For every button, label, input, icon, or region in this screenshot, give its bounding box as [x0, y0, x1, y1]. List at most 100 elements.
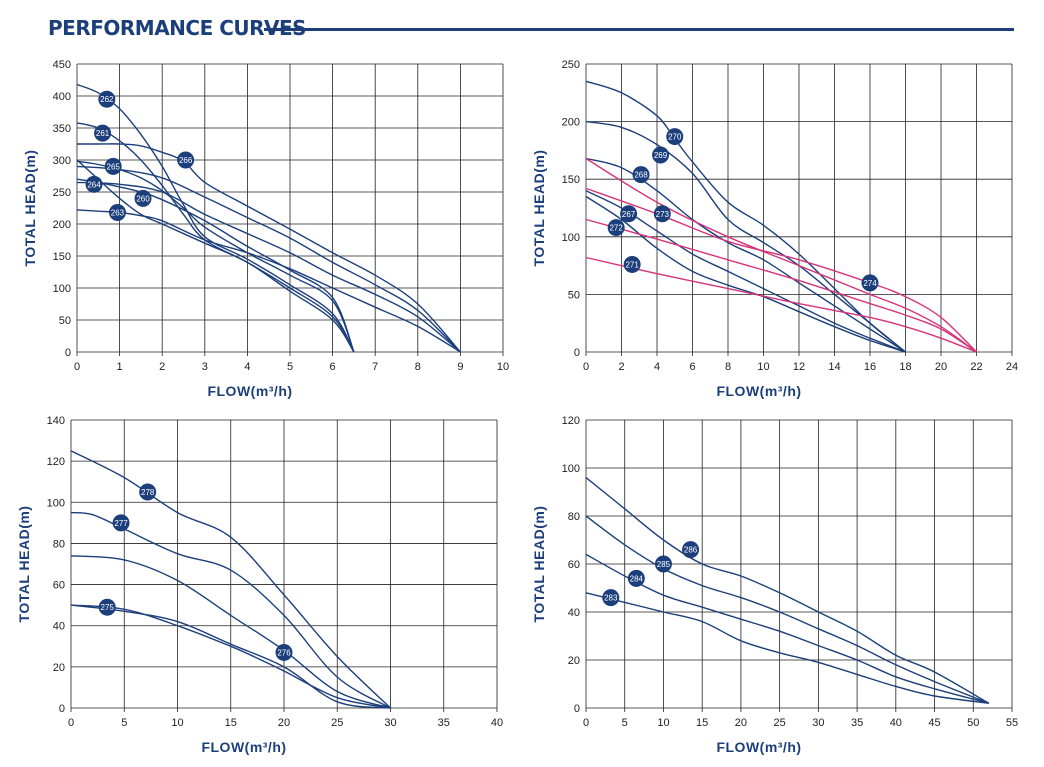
series-badge [602, 589, 620, 607]
x-tick-label: 22 [970, 361, 982, 373]
chart-3: 0 5 10 15 20 25 30 35 40 45 50 55 0 20 40 60 80 100 120 FLO… [531, 415, 1018, 755]
series-badge-label: 274 [863, 279, 877, 288]
series-badge [108, 203, 126, 221]
x-axis-label: FLOW(m³/h) [716, 739, 801, 755]
x-tick-label: 0 [74, 361, 80, 373]
page-title: PERFORMANCE CURVES [48, 16, 307, 40]
series-line [585, 592, 989, 704]
x-tick-label: 10 [171, 717, 183, 729]
series-line [585, 477, 990, 704]
series-badge [177, 151, 195, 169]
series-badge-label: 269 [654, 151, 668, 160]
y-tick-label: 300 [53, 155, 71, 167]
series-line [585, 553, 989, 704]
series-line [70, 511, 391, 709]
x-axis-label: FLOW(m³/h) [716, 383, 801, 399]
series-line [585, 157, 977, 353]
series-badge-label: 275 [101, 603, 115, 612]
series-badge [666, 128, 684, 146]
y-axis-label: TOTAL HEAD(m) [531, 150, 547, 267]
series-line [76, 160, 355, 353]
series-badge-label: 286 [684, 546, 698, 555]
y-axis-label: TOTAL HEAD(m) [531, 506, 547, 623]
x-tick-label: 30 [384, 717, 396, 729]
x-tick-label: 8 [725, 361, 731, 373]
chart-1: 0 2 4 6 8 10 12 14 16 18 20 22 24050100150200250FLOW… [531, 59, 1018, 399]
y-tick-label: 0 [574, 703, 580, 715]
x-tick-label: 15 [225, 717, 237, 729]
y-tick-label: 150 [53, 251, 71, 263]
series-line [70, 450, 391, 709]
y-tick-label: 50 [568, 289, 580, 301]
x-tick-label: 9 [457, 361, 463, 373]
chart-2: 0 5 10 15 20 25 30 35 40 0 20 40 60 80 100 120 140 FLOW(m… [16, 415, 503, 755]
series-line [585, 80, 906, 353]
x-tick-label: 50 [967, 717, 979, 729]
y-tick-label: 60 [53, 580, 65, 592]
series-badge [94, 124, 112, 142]
series-badge-label: 272 [609, 224, 623, 233]
x-tick-label: 4 [654, 361, 660, 373]
series-badge [134, 189, 152, 207]
y-tick-label: 40 [568, 607, 580, 619]
series-badge-label: 285 [657, 560, 671, 569]
x-tick-label: 15 [696, 717, 708, 729]
series-badge [104, 157, 122, 175]
x-tick-label: 4 [244, 361, 250, 373]
x-tick-label: 12 [793, 361, 805, 373]
series-badge-label: 266 [179, 156, 193, 165]
series-line [585, 256, 977, 353]
series-line [585, 157, 906, 353]
series-badge [607, 219, 625, 237]
series-badge [861, 274, 879, 292]
series-line [585, 515, 990, 704]
y-tick-label: 20 [53, 662, 65, 674]
series-badge [98, 598, 116, 616]
x-tick-label: 3 [202, 361, 208, 373]
series-badge-label: 283 [604, 594, 618, 603]
y-tick-label: 200 [562, 117, 580, 129]
y-tick-label: 150 [562, 174, 580, 186]
title-rule [264, 28, 1014, 31]
x-tick-label: 55 [1006, 717, 1018, 729]
series-line [76, 159, 355, 353]
x-tick-label: 1 [117, 361, 123, 373]
series-badge [98, 90, 116, 108]
x-tick-label: 40 [890, 717, 902, 729]
series-badge-label: 273 [656, 210, 670, 219]
y-tick-label: 350 [53, 123, 71, 135]
x-tick-label: 0 [583, 717, 589, 729]
y-tick-label: 100 [47, 497, 65, 509]
series-line [76, 165, 461, 353]
y-tick-label: 60 [568, 559, 580, 571]
y-tick-label: 50 [59, 315, 71, 327]
series-line [77, 143, 461, 353]
series-line [76, 181, 461, 353]
series-line [70, 604, 391, 709]
x-tick-label: 35 [851, 717, 863, 729]
x-tick-label: 20 [935, 361, 947, 373]
y-tick-label: 40 [53, 621, 65, 633]
y-tick-label: 250 [562, 59, 580, 71]
series-badge-label: 268 [634, 171, 648, 180]
series-badge [139, 483, 157, 501]
y-tick-label: 0 [59, 703, 65, 715]
chart-0: 0 1 2 3 4 5 6 7 8 9 10050100150200250300350400450F… [22, 59, 509, 399]
y-tick-label: 400 [53, 91, 71, 103]
y-tick-label: 20 [568, 655, 580, 667]
series-badge [620, 205, 638, 223]
y-tick-label: 120 [47, 456, 65, 468]
x-axis-label: FLOW(m³/h) [201, 739, 286, 755]
series-badge [85, 175, 103, 193]
series-line [585, 218, 977, 353]
x-tick-label: 20 [278, 717, 290, 729]
x-tick-label: 6 [330, 361, 336, 373]
x-tick-label: 25 [331, 717, 343, 729]
x-tick-label: 7 [372, 361, 378, 373]
series-badge-label: 278 [141, 488, 155, 497]
x-tick-label: 10 [497, 361, 509, 373]
y-tick-label: 450 [53, 59, 71, 71]
series-line [70, 604, 391, 709]
series-badge-label: 271 [625, 260, 639, 269]
